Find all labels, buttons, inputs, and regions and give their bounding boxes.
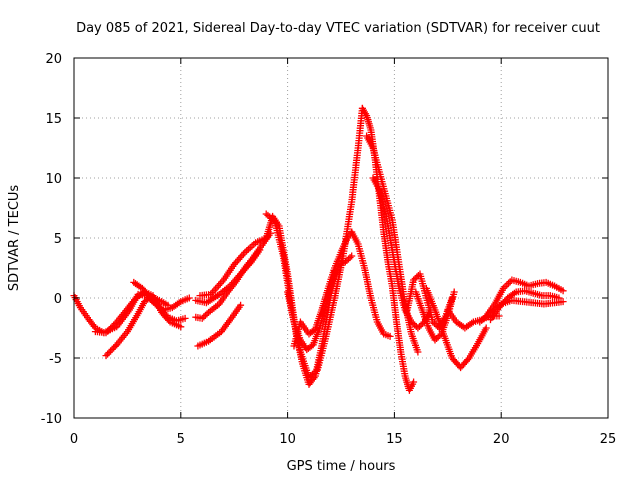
data-point <box>409 320 417 327</box>
y-axis-label: SDTVAR / TECUs <box>7 185 22 292</box>
data-point <box>102 352 110 360</box>
data-point <box>417 321 425 329</box>
grid <box>74 58 608 418</box>
x-tick-label: 25 <box>600 432 617 447</box>
data-point <box>107 324 115 332</box>
data-point <box>200 313 208 321</box>
y-tick-label: 0 <box>54 292 62 307</box>
data-point <box>201 311 209 319</box>
x-tick-label: 10 <box>279 432 296 447</box>
data-point <box>108 345 116 353</box>
data-point <box>431 336 439 344</box>
y-tick-label: -10 <box>41 412 62 427</box>
data-point <box>111 320 119 327</box>
data-point <box>414 348 422 356</box>
data-point <box>346 254 354 261</box>
data-point <box>408 318 415 326</box>
data-point <box>256 246 264 254</box>
x-tick-label: 20 <box>493 432 510 447</box>
y-tick-labels: -10 -5 0 5 10 15 20 <box>41 52 62 427</box>
y-tick-label: 5 <box>54 232 62 247</box>
data-point <box>110 321 118 329</box>
x-tick-label: 5 <box>177 432 185 447</box>
data-point <box>411 275 419 282</box>
x-tick-label: 15 <box>386 432 403 447</box>
x-tick-label: 0 <box>70 432 78 447</box>
y-tick-label: 10 <box>45 172 62 187</box>
data-point <box>104 350 112 358</box>
data-point <box>181 314 189 322</box>
data-point <box>416 323 423 330</box>
data-point <box>559 298 567 306</box>
data-point <box>433 335 441 342</box>
data-point <box>110 344 118 352</box>
axis-ticks <box>73 57 609 419</box>
data-point <box>237 301 245 309</box>
data-point <box>414 324 422 332</box>
data-point <box>164 301 172 309</box>
data-point <box>108 323 116 331</box>
data-point <box>111 342 119 350</box>
data-point <box>102 329 110 337</box>
data-point <box>464 356 472 364</box>
y-tick-label: -5 <box>49 352 62 367</box>
data-point <box>198 314 206 322</box>
data-point <box>436 332 444 339</box>
data-point <box>482 324 490 332</box>
data-point <box>410 378 418 386</box>
data-point <box>348 252 356 260</box>
y-tick-label: 20 <box>45 52 62 67</box>
y-tick-label: 15 <box>45 112 62 127</box>
data-point <box>410 276 418 284</box>
data-point <box>107 347 115 355</box>
data-point <box>434 333 442 341</box>
data-point <box>559 287 567 295</box>
data-points <box>70 104 567 394</box>
data-point <box>341 258 349 266</box>
data-point <box>177 323 185 331</box>
chart-title: Day 085 of 2021, Sidereal Day-to-day VTE… <box>76 21 600 36</box>
data-point <box>104 327 112 335</box>
data-point <box>345 255 352 263</box>
x-tick-labels: 0 5 10 15 20 25 <box>70 432 616 447</box>
x-axis-label: GPS time / hours <box>287 459 396 474</box>
data-point <box>343 257 351 264</box>
data-point <box>185 294 193 302</box>
data-point <box>386 332 394 340</box>
data-point <box>450 288 458 296</box>
data-point <box>411 321 419 329</box>
data-point <box>105 349 113 356</box>
data-point <box>105 326 113 334</box>
